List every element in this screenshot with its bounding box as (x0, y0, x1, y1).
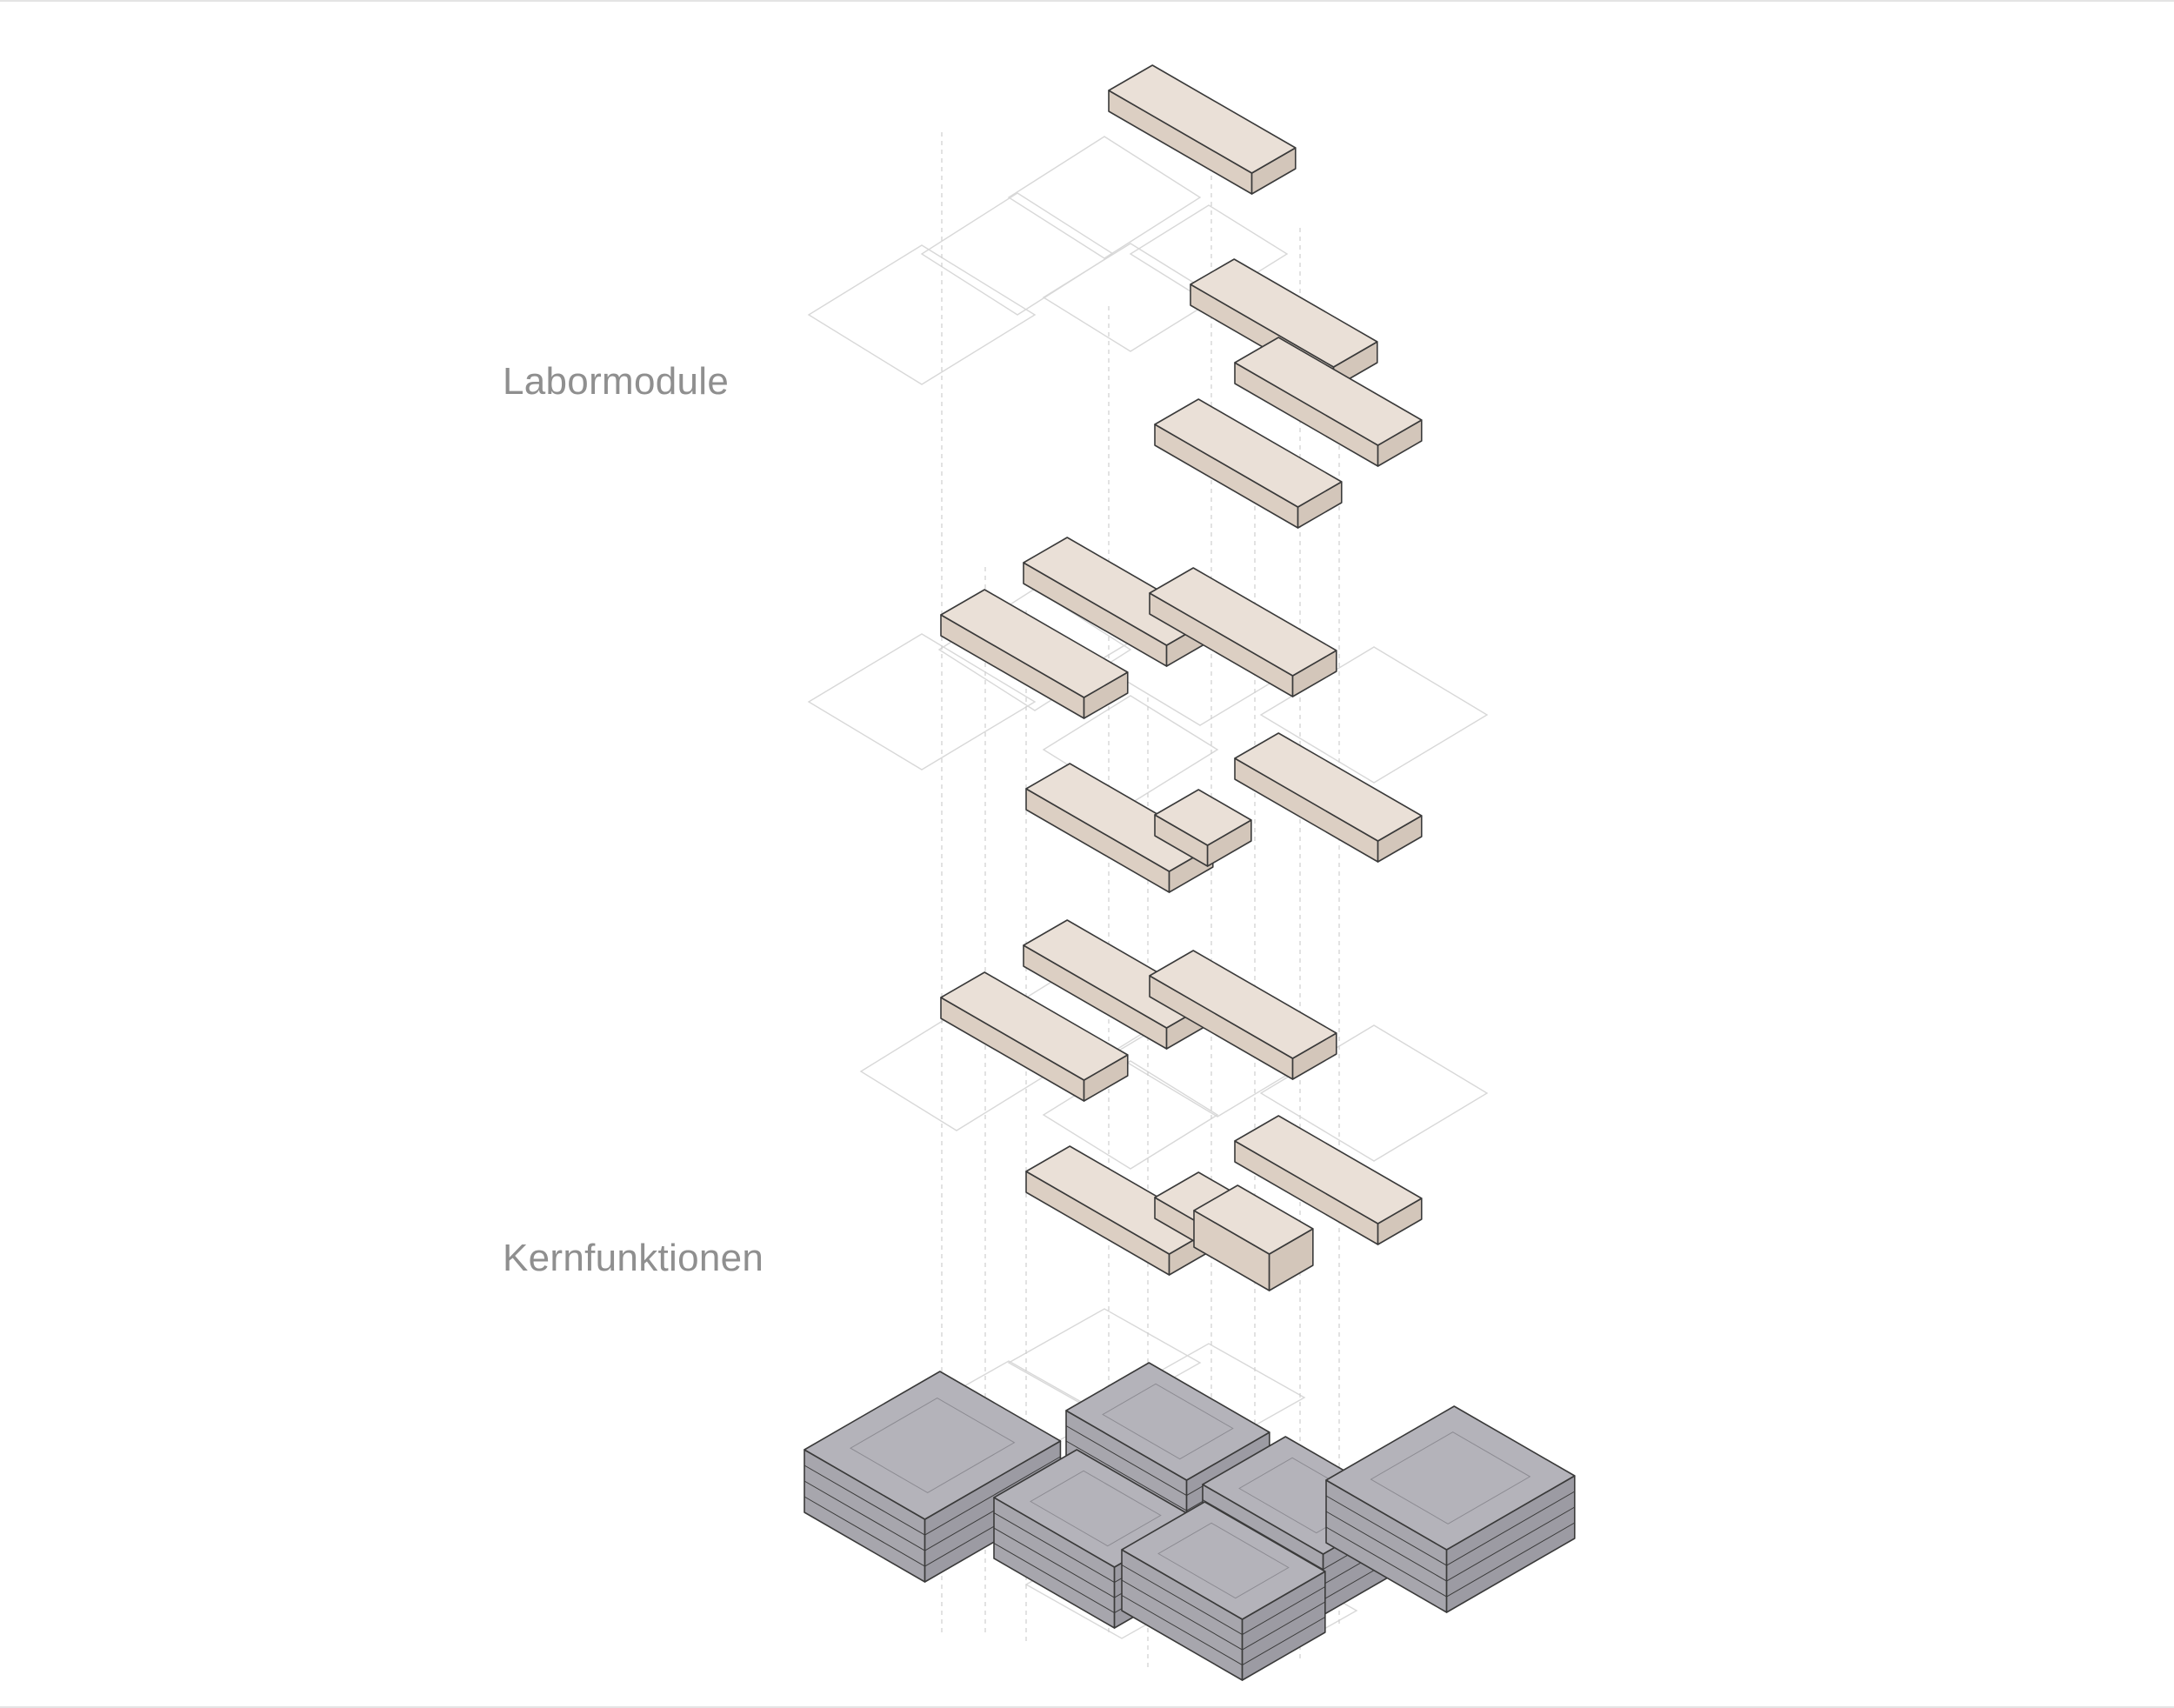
core-building-block (804, 1371, 1062, 1583)
floor-plate-outline (807, 633, 1037, 771)
lab-module-block (1154, 398, 1343, 529)
floor-plate-outline (1007, 136, 1202, 259)
floor-plate-outline (1007, 1308, 1202, 1418)
lab-module-blocks (940, 64, 1423, 1291)
lab-module-block (1234, 1115, 1423, 1245)
lab-module-block (1234, 337, 1423, 467)
core-functions-label: Kernfunktionen (503, 1237, 764, 1279)
core-building-block (1325, 1405, 1576, 1613)
lab-module-block (1234, 732, 1423, 863)
lab-module-block (940, 971, 1129, 1102)
floor-plate-outline (920, 192, 1115, 316)
core-building-blocks (804, 1362, 1576, 1681)
lab-module-block (940, 589, 1129, 719)
lab-module-block (1193, 1184, 1314, 1291)
lab-module-block (1149, 567, 1337, 697)
lab-module-block (1108, 64, 1297, 195)
floor-plate-outline (807, 244, 1037, 385)
lab-module-block (1149, 950, 1337, 1080)
lab-modules-label: Labormodule (503, 360, 730, 403)
lab-module-block (1154, 789, 1252, 867)
core-building-block (1121, 1501, 1326, 1681)
lab-module-block (1025, 763, 1214, 893)
floor-plate-outline (1129, 204, 1289, 304)
